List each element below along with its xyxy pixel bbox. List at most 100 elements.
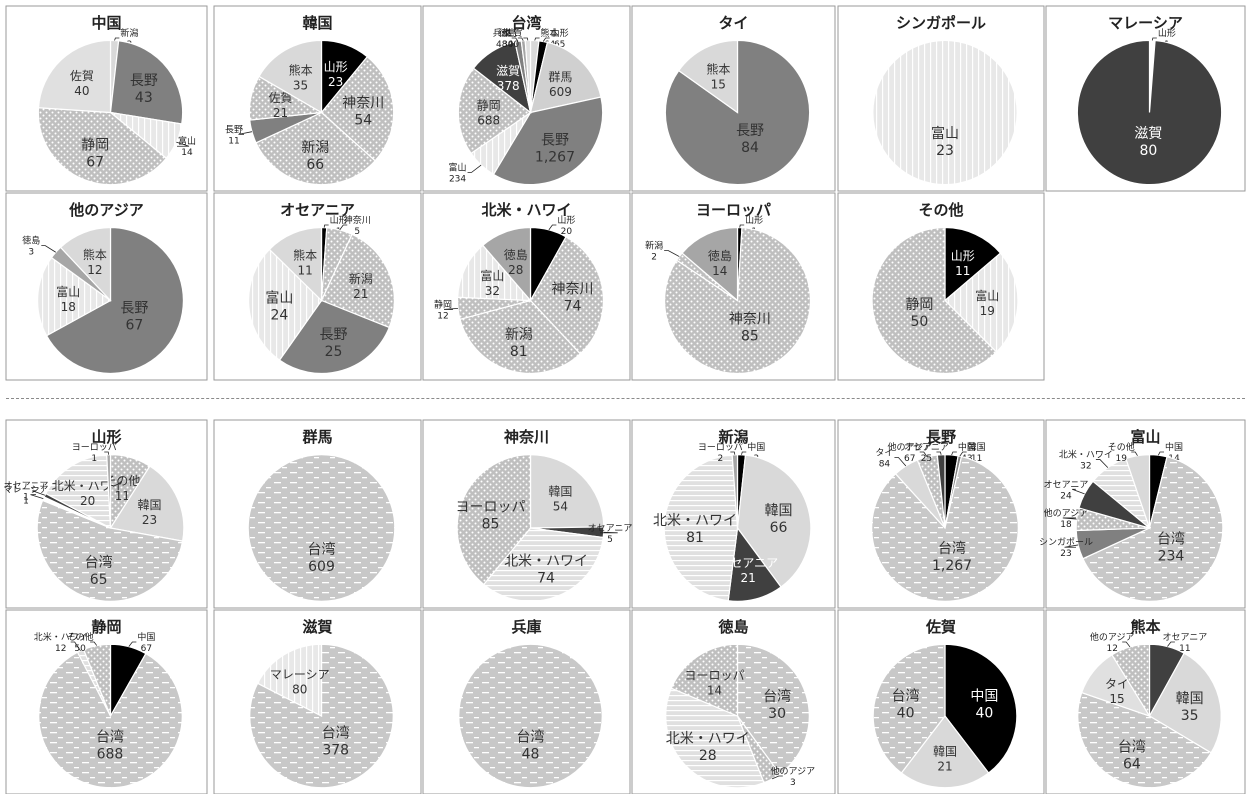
slice-value: 19: [980, 304, 995, 318]
pie-slice: [944, 252, 1019, 353]
slice-label: ヨーロッパ: [455, 500, 525, 516]
pie-panel: 台湾熊本64山形65群馬609長野1,267富山234静岡688滋賀378兵庫4…: [422, 5, 631, 192]
chart-title: 群馬: [302, 428, 332, 446]
slice-label: 富山: [975, 288, 999, 303]
chart-title: 富山: [1130, 428, 1160, 446]
leader-line: [523, 37, 529, 41]
callout-value: 84: [879, 460, 891, 470]
slice-label: 富山: [56, 284, 80, 299]
callout-value: 65: [554, 40, 565, 50]
callout-value: 32: [1080, 461, 1091, 471]
leader-line: [600, 531, 618, 534]
slice-label: 滋賀: [496, 64, 520, 78]
slice-label: 台湾: [938, 540, 966, 557]
slice-value: 12: [87, 263, 102, 277]
slice-label: 静岡: [81, 137, 109, 153]
callout-label: オセアニア: [4, 481, 49, 492]
slice-value: 28: [508, 263, 523, 277]
callout-label: 中国: [958, 441, 976, 453]
chart-title: 他のアジア: [68, 201, 143, 219]
callout-label: 新潟: [120, 27, 138, 39]
slice-label: 台湾: [517, 728, 545, 745]
slice-label: ヨーロッパ: [684, 668, 744, 682]
leader-line: [323, 224, 329, 228]
chart-title: 徳島: [717, 618, 748, 636]
leader-line: [176, 141, 190, 147]
pie-slice: [36, 499, 184, 602]
callout-value: 3: [28, 248, 34, 258]
slice-value: 23: [328, 75, 343, 89]
pie-slice: [320, 55, 395, 162]
slice-value: 54: [553, 500, 568, 514]
pie-slice: [872, 39, 1018, 186]
callout-label: 富山: [449, 161, 467, 173]
chart-title: 中国: [91, 14, 121, 32]
slice-value: 11: [297, 263, 312, 277]
leader-line: [70, 641, 81, 652]
slice-value: 50: [910, 314, 928, 330]
pie-slice: [109, 40, 184, 125]
slice-label: 富山: [480, 268, 504, 283]
leader-line: [739, 224, 745, 228]
slice-label: マレーシア: [270, 667, 330, 681]
pie-slice: [736, 643, 810, 775]
leader-line: [959, 451, 967, 457]
callout-label: オセアニア: [904, 442, 949, 453]
slice-label: 台湾: [85, 554, 113, 571]
callout-value: 67: [904, 454, 915, 464]
callout-label: 徳島: [499, 27, 517, 39]
pie-panel: 山形その他11韓国23台湾65マレーシア1オセアニア1北米・ハワイ20ヨーロッパ…: [4, 419, 208, 609]
pie-slice: [247, 248, 323, 361]
leader-line: [1167, 641, 1175, 647]
slice-value: 35: [1181, 708, 1199, 724]
slice-value: 28: [699, 748, 717, 764]
callout-label: 他のアジア: [1044, 507, 1089, 519]
pie-slice: [872, 643, 946, 774]
callout-value: 48: [496, 40, 508, 50]
slice-label: 富山: [265, 289, 293, 306]
callout-label: タイ: [875, 448, 893, 459]
pie-slice: [1082, 456, 1224, 602]
leader-line: [104, 451, 110, 455]
pie-slice: [492, 96, 604, 186]
callout-value: 25: [921, 454, 932, 464]
leader-line: [741, 451, 747, 455]
slice-label: 熊本: [293, 247, 317, 262]
chart-title: オセアニア: [280, 201, 355, 219]
slice-label: タイ: [1105, 677, 1129, 691]
callout-label: オセアニア: [588, 523, 633, 534]
leader-line: [128, 641, 137, 647]
slice-label: 台湾: [892, 688, 920, 705]
slice-label: 新潟: [301, 140, 329, 156]
callout-value: 50: [74, 644, 86, 654]
slice-label: 中国: [970, 689, 998, 705]
chart-title: シンガポール: [896, 14, 986, 32]
slice-value: 21: [741, 571, 756, 585]
slice-label: 山形: [324, 60, 348, 74]
slice-label: 台湾: [763, 688, 791, 705]
slice-value: 40: [74, 84, 89, 98]
callout-value: 12: [1106, 644, 1117, 654]
slice-value: 48: [522, 746, 540, 762]
slice-value: 14: [712, 264, 727, 278]
callout-label: 中国: [1165, 441, 1183, 453]
callout-label: その他: [1108, 441, 1135, 453]
pie-slice: [457, 244, 532, 302]
slice-value: 11: [955, 264, 970, 278]
callout-value: 1: [91, 454, 97, 464]
slice-label: 新潟: [505, 327, 533, 343]
pie-slice: [268, 226, 323, 302]
callout-value: 11: [1179, 644, 1190, 654]
callout-value: 14: [181, 148, 193, 158]
pie-slice: [44, 454, 112, 530]
pie-slice: [456, 454, 532, 586]
pie-slice: [481, 226, 532, 303]
section-divider: [6, 398, 1245, 399]
slice-value: 80: [1140, 143, 1158, 159]
pie-slice: [1077, 691, 1212, 789]
